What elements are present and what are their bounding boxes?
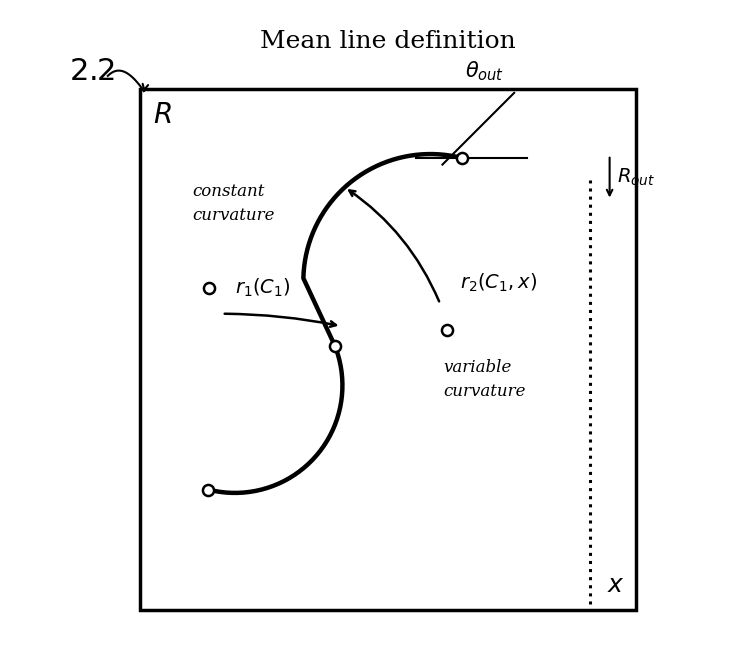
Text: $\theta_{out}$: $\theta_{out}$	[465, 59, 504, 83]
Text: Mean line definition: Mean line definition	[260, 30, 516, 53]
Text: variable
curvature: variable curvature	[444, 359, 526, 400]
FancyBboxPatch shape	[141, 89, 636, 610]
Text: $r_1(C_1)$: $r_1(C_1)$	[235, 277, 290, 299]
Text: $2.2$: $2.2$	[69, 56, 114, 87]
Text: constant
curvature: constant curvature	[192, 183, 275, 224]
Text: $x$: $x$	[607, 574, 625, 597]
Text: $R$: $R$	[153, 102, 172, 129]
Text: $r_2(C_1,x)$: $r_2(C_1,x)$	[460, 272, 537, 294]
Text: $R_{out}$: $R_{out}$	[618, 167, 656, 188]
